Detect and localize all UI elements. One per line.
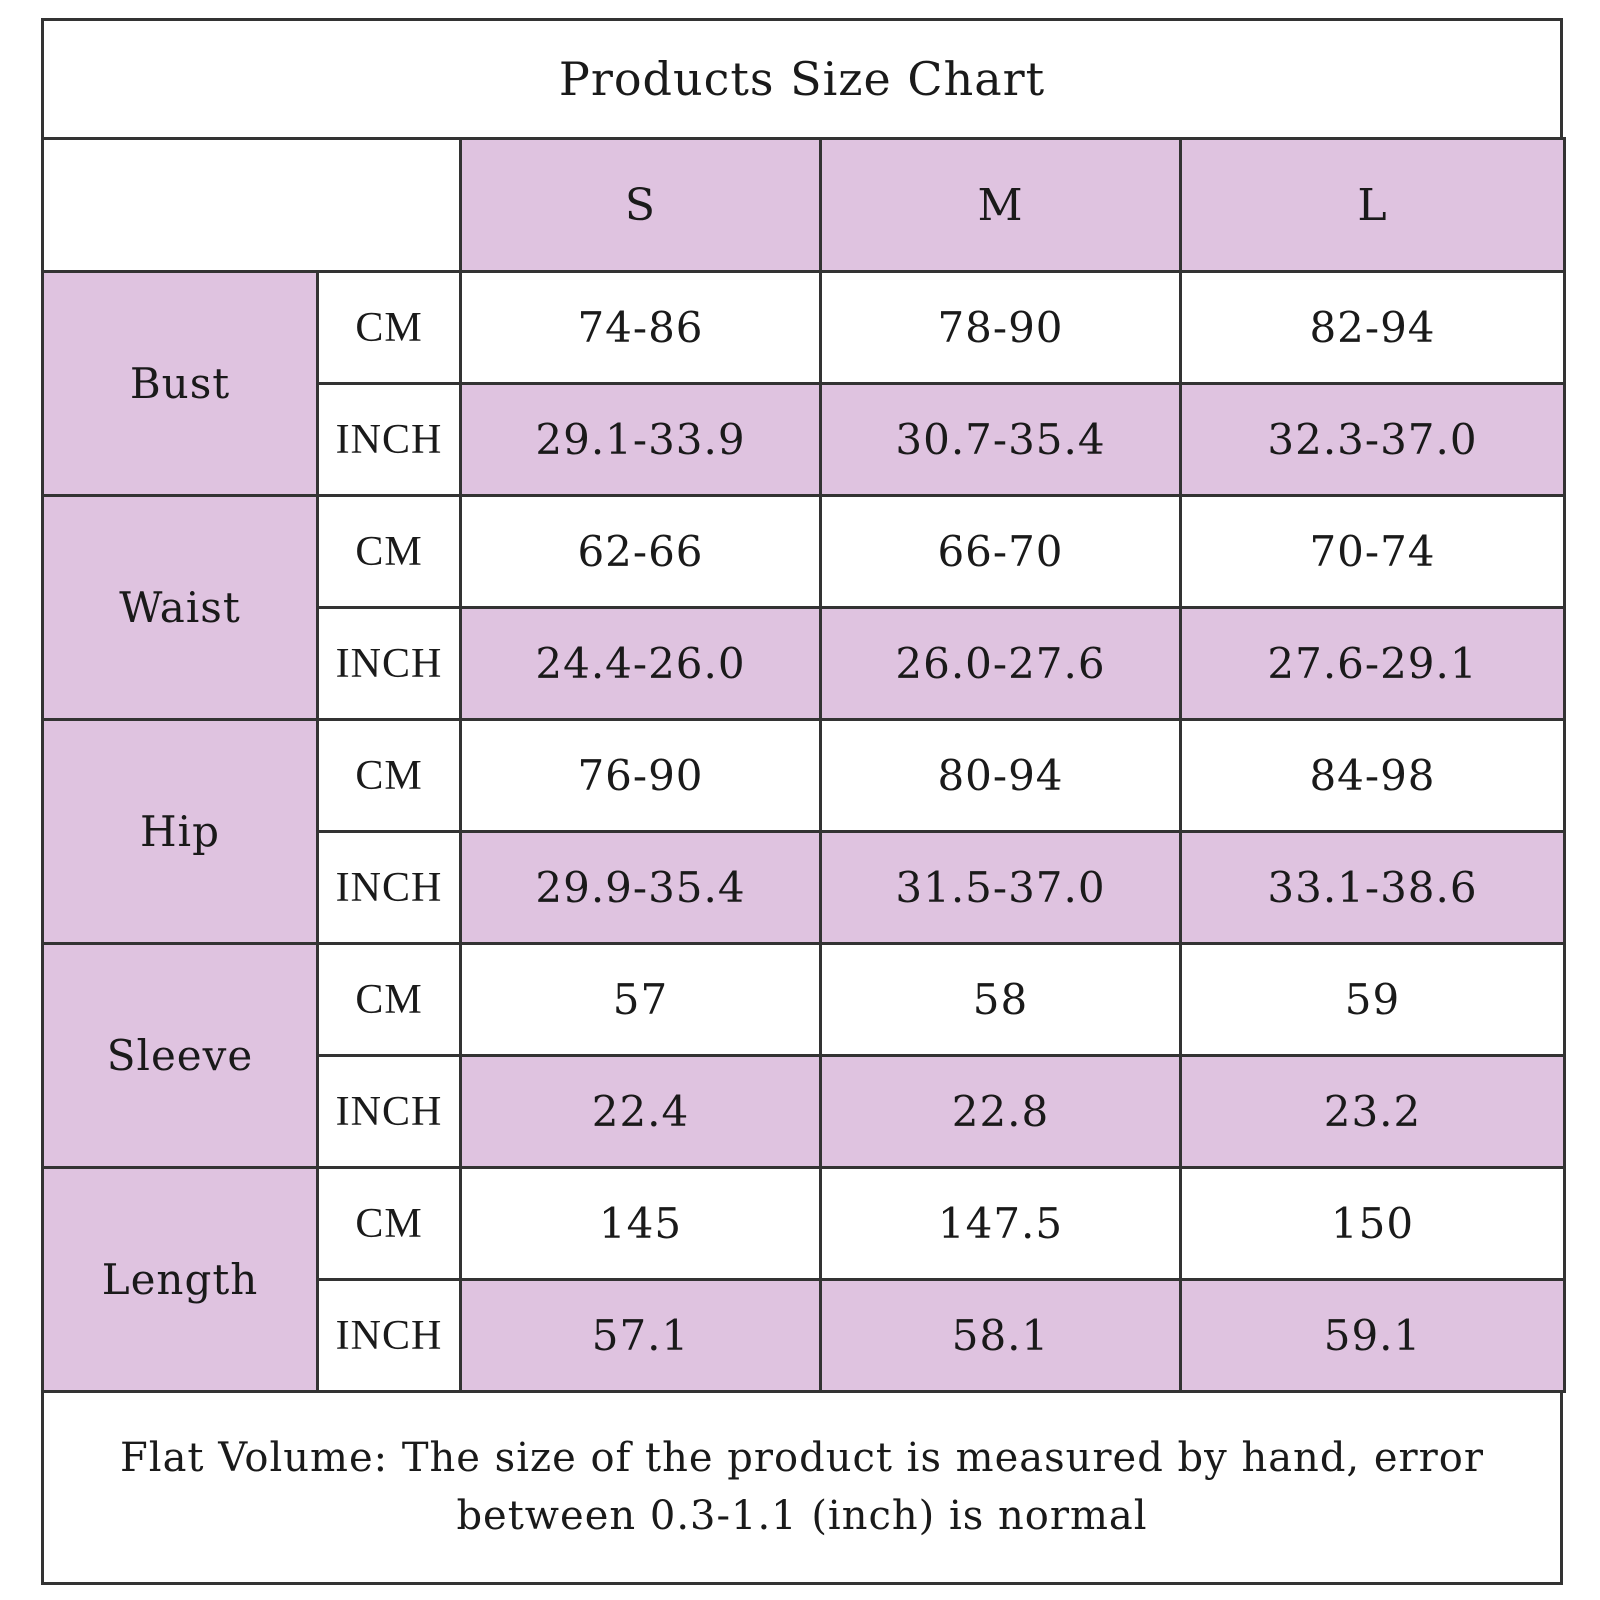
size-header-row: S M L [41, 137, 1566, 273]
size-table: S M L Bust CM 74-86 78-90 82-94 INCH 29.… [41, 137, 1566, 1393]
unit-inch: INCH [316, 830, 462, 945]
measure-label-length: Length [41, 1166, 319, 1393]
table-row: INCH 24.4-26.0 26.0-27.6 27.6-29.1 [43, 606, 1566, 721]
value-cell: 59.1 [1179, 1278, 1566, 1393]
size-header-m: M [819, 137, 1182, 273]
unit-inch: INCH [316, 1278, 462, 1393]
table-row: Bust CM 74-86 78-90 82-94 [41, 270, 1566, 497]
unit-inch: INCH [316, 382, 462, 497]
value-cell: 30.7-35.4 [819, 382, 1182, 497]
value-cell: 27.6-29.1 [1179, 606, 1566, 721]
size-header-l: L [1179, 137, 1566, 273]
table-row: INCH 29.9-35.4 31.5-37.0 33.1-38.6 [43, 830, 1566, 945]
size-chart: Products Size Chart S M L Bust CM 74-86 … [41, 18, 1566, 1585]
chart-title: Products Size Chart [44, 21, 1560, 140]
measure-label-waist: Waist [41, 494, 319, 721]
unit-cm: CM [316, 1166, 462, 1281]
table-row: INCH 22.4 22.8 23.2 [43, 1054, 1566, 1169]
value-cell: 31.5-37.0 [819, 830, 1182, 945]
value-cell: 57.1 [459, 1278, 822, 1393]
empty-corner-cell [41, 137, 462, 273]
value-cell: 33.1-38.6 [1179, 830, 1566, 945]
table-row: Length CM 145 147.5 150 [41, 1166, 1566, 1393]
value-cell: 66-70 [819, 494, 1182, 609]
value-cell: 57 [459, 942, 822, 1057]
value-cell: 32.3-37.0 [1179, 382, 1566, 497]
table-row: INCH 29.1-33.9 30.7-35.4 32.3-37.0 [43, 382, 1566, 497]
unit-cm: CM [316, 494, 462, 609]
value-cell: 84-98 [1179, 718, 1566, 833]
value-cell: 74-86 [459, 270, 822, 385]
value-cell: 147.5 [819, 1166, 1182, 1281]
value-cell: 22.4 [459, 1054, 822, 1169]
measure-label-bust: Bust [41, 270, 319, 497]
measurement-note: Flat Volume: The size of the product is … [120, 1435, 1484, 1539]
value-cell: 76-90 [459, 718, 822, 833]
size-header-s: S [459, 137, 822, 273]
value-cell: 24.4-26.0 [459, 606, 822, 721]
value-cell: 150 [1179, 1166, 1566, 1281]
unit-cm: CM [316, 942, 462, 1057]
table-row: Hip CM 76-90 80-94 84-98 [41, 718, 1566, 945]
value-cell: 29.9-35.4 [459, 830, 822, 945]
value-cell: 22.8 [819, 1054, 1182, 1169]
value-cell: 70-74 [1179, 494, 1566, 609]
measure-label-hip: Hip [41, 718, 319, 945]
measure-label-sleeve: Sleeve [41, 942, 319, 1169]
unit-inch: INCH [316, 606, 462, 721]
unit-cm: CM [316, 718, 462, 833]
value-cell: 23.2 [1179, 1054, 1566, 1169]
value-cell: 80-94 [819, 718, 1182, 833]
value-cell: 58 [819, 942, 1182, 1057]
value-cell: 26.0-27.6 [819, 606, 1182, 721]
table-row: Waist CM 62-66 66-70 70-74 [41, 494, 1566, 721]
unit-cm: CM [316, 270, 462, 385]
value-cell: 59 [1179, 942, 1566, 1057]
value-cell: 58.1 [819, 1278, 1182, 1393]
value-cell: 62-66 [459, 494, 822, 609]
value-cell: 82-94 [1179, 270, 1566, 385]
value-cell: 78-90 [819, 270, 1182, 385]
value-cell: 145 [459, 1166, 822, 1281]
table-row: Sleeve CM 57 58 59 [41, 942, 1566, 1169]
table-row: INCH 57.1 58.1 59.1 [43, 1278, 1566, 1393]
unit-inch: INCH [316, 1054, 462, 1169]
value-cell: 29.1-33.9 [459, 382, 822, 497]
